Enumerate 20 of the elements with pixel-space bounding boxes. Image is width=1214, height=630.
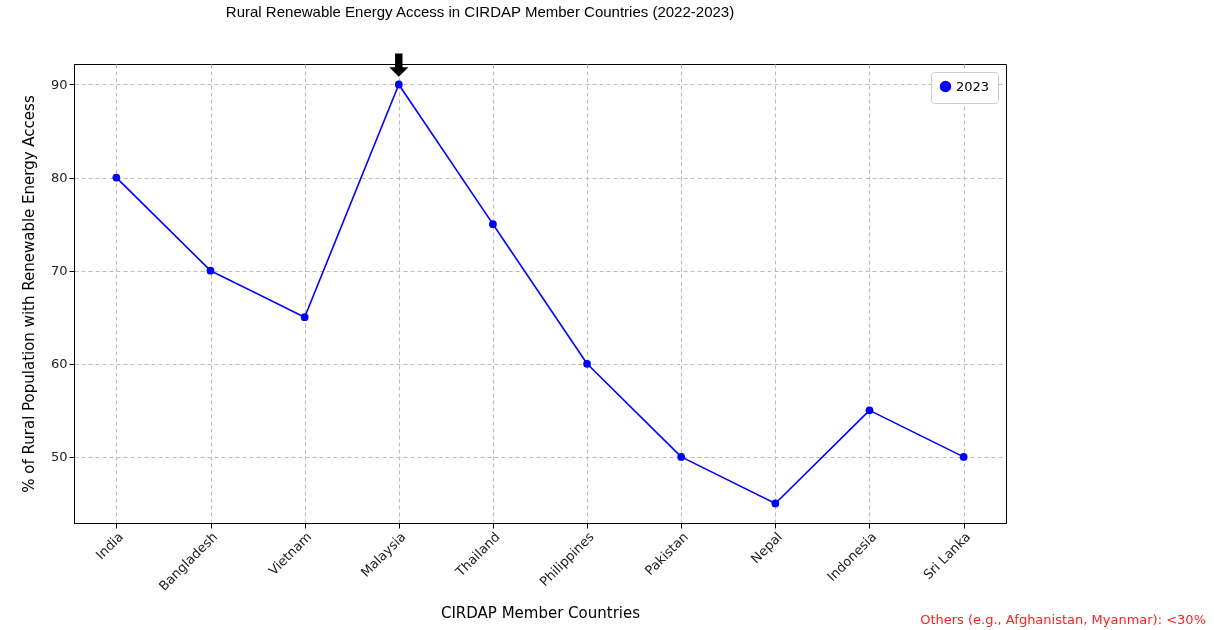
- point: [583, 359, 591, 368]
- y-tick-label: 90: [50, 76, 68, 92]
- text: Others (e.g., Afghanistan, Myanmar): <30%: [920, 612, 1206, 627]
- point: [677, 453, 686, 461]
- y-tick-label: 70: [50, 263, 68, 279]
- point: [865, 406, 874, 415]
- legend-label: 2023: [956, 78, 990, 94]
- point: [300, 313, 309, 322]
- point: [206, 266, 215, 275]
- y-tick-label: 80: [50, 170, 68, 186]
- chart-title: Rural Renewable Energy Access in CIRDAP Member Countries (2022-2023): [225, 2, 735, 20]
- y-tick-label: 60: [50, 356, 68, 372]
- point: [394, 80, 403, 89]
- y-axis-title: % of Rural Population with Renewable Energy Access: [19, 95, 38, 493]
- y-tick-label: 50: [50, 449, 68, 465]
- point: [959, 453, 968, 461]
- point: [112, 173, 121, 182]
- point: [489, 220, 497, 228]
- point: [771, 499, 780, 508]
- x-axis-title: CIRDAP Member Countries: [440, 603, 641, 622]
